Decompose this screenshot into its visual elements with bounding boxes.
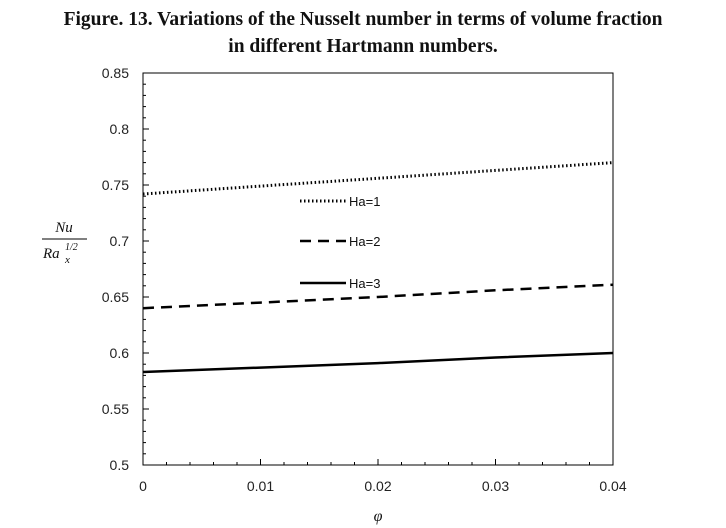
y-axis-title-superscript: 1/2 xyxy=(65,242,78,253)
y-tick-label: 0.7 xyxy=(110,233,130,249)
y-axis-title-numerator: Nu xyxy=(54,220,73,236)
legend-label: Ha=3 xyxy=(349,276,380,291)
legend-label: Ha=1 xyxy=(349,194,380,209)
series-line-ha-1 xyxy=(142,161,614,196)
y-tick-label: 0.65 xyxy=(102,289,129,305)
x-tick-label: 0.02 xyxy=(364,478,391,494)
y-axis-title-base: Ra xyxy=(42,246,60,262)
y-tick-label: 0.55 xyxy=(102,401,129,417)
caption-line-2: in different Hartmann numbers. xyxy=(228,36,498,57)
x-tick-label: 0.01 xyxy=(247,478,274,494)
caption-line-1: Figure. 13. Variations of the Nusselt nu… xyxy=(63,9,663,30)
x-tick-label: 0.04 xyxy=(599,478,626,494)
x-axis-title: φ xyxy=(374,508,383,525)
plot-frame xyxy=(142,72,614,466)
y-tick-label: 0.6 xyxy=(110,345,130,361)
y-axis-title: Nu Ra x1/2 xyxy=(42,220,87,266)
series-layer xyxy=(142,161,614,374)
y-tick-label: 0.5 xyxy=(110,457,130,473)
x-axis-ticks: 0 0.01 0.02 0.03 0.04 xyxy=(139,459,627,494)
y-tick-label: 0.85 xyxy=(102,65,129,81)
y-tick-label: 0.75 xyxy=(102,177,129,193)
series-line-ha-3 xyxy=(142,351,614,374)
x-tick-label: 0 xyxy=(139,478,147,494)
y-axis-title-subscript: x xyxy=(64,254,70,266)
x-tick-label: 0.03 xyxy=(482,478,509,494)
y-axis-ticks: 0.5 0.55 0.6 0.65 0.7 0.75 0.8 0.85 xyxy=(102,65,149,473)
figure-caption: Figure. 13. Variations of the Nusselt nu… xyxy=(0,6,726,60)
legend: Ha=1 Ha=2 Ha=3 xyxy=(300,194,380,291)
y-tick-label: 0.8 xyxy=(110,121,130,137)
legend-label: Ha=2 xyxy=(349,234,380,249)
series-line-ha-2 xyxy=(142,283,614,310)
